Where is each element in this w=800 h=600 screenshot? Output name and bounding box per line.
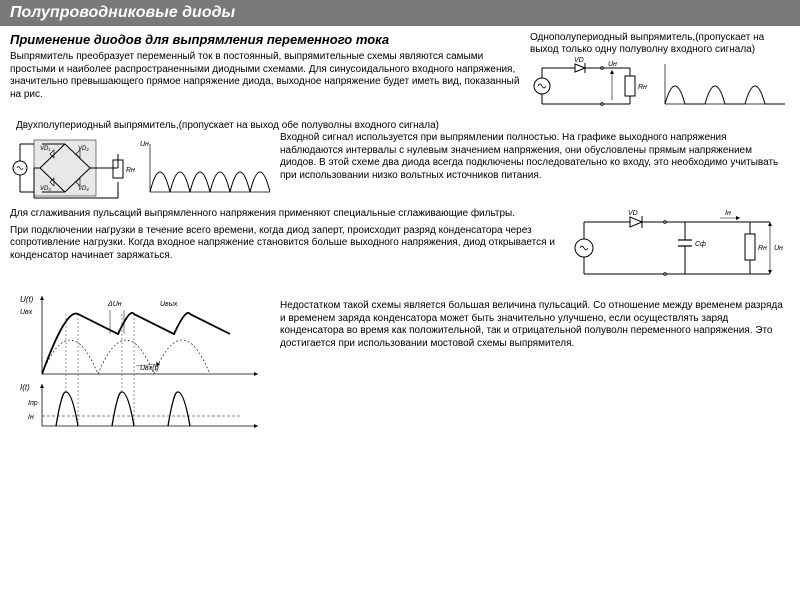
label-ipr: Iпр [28, 400, 38, 407]
label-vd1: VD₁ [40, 146, 50, 152]
label-cf: Cф [695, 241, 706, 248]
label-vd: VD [574, 57, 584, 64]
label-it: I(t) [20, 383, 30, 392]
label-rn1: Rн [638, 84, 647, 91]
label-vd2: VD₂ [78, 146, 89, 152]
filter-circuit: VD Iн Cф Rн Uн [570, 208, 790, 288]
label-in2: Iн [28, 414, 34, 421]
full-wave-description: Входной сигнал используется при выпрямле… [280, 132, 790, 182]
label-un2: Uн [140, 141, 149, 148]
ripple-graph: U(t) Uвх ΔUн Uвых Uвх(t) [10, 292, 270, 432]
page-title: Полупроводниковые диоды [10, 4, 235, 21]
label-du: ΔUн [107, 301, 122, 308]
label-rn2: Rн [126, 167, 135, 174]
label-rn3: Rн [758, 245, 767, 252]
label-vd-f: VD [628, 210, 638, 217]
half-wave-diagram: VD Rн Uн [530, 56, 785, 116]
filter-para2: При подключении нагрузки в течение всего… [10, 225, 560, 263]
page-title-bar: Полупроводниковые диоды [0, 0, 800, 26]
bridge-diagram: VD₁ VD₂ VD₃ VD₄ Rн [10, 132, 270, 204]
full-wave-section: Двухполупериодный выпрямитель,(пропускае… [10, 120, 790, 204]
half-wave-caption: Однополупериодный выпрямитель,(пропускае… [530, 32, 790, 56]
label-un3: Uн [774, 245, 783, 252]
label-vd4: VD₄ [78, 186, 89, 192]
drawback-section: U(t) Uвх ΔUн Uвых Uвх(t) [10, 292, 790, 432]
label-in: Iн [725, 210, 731, 217]
label-uhx: Uвх(t) [140, 365, 159, 372]
content-area: Применение диодов для выпрямления переме… [0, 26, 800, 438]
full-wave-caption: Двухполупериодный выпрямитель,(пропускае… [16, 120, 790, 132]
label-usx: Uвх [20, 309, 33, 316]
subtitle: Применение диодов для выпрямления переме… [10, 32, 520, 47]
filter-section: Для сглаживания пульсаций выпрямленного … [10, 208, 790, 288]
label-usl: Uвых [160, 301, 178, 308]
label-vd3: VD₃ [40, 186, 51, 192]
label-un1: Uн [608, 61, 617, 68]
row-intro: Применение диодов для выпрямления переме… [10, 32, 790, 116]
intro-paragraph: Выпрямитель преобразует переменный ток в… [10, 51, 520, 101]
filter-para1: Для сглаживания пульсаций выпрямленного … [10, 208, 560, 221]
label-ut: U(t) [20, 295, 34, 304]
drawback-paragraph: Недостатком такой схемы является большая… [280, 300, 790, 350]
